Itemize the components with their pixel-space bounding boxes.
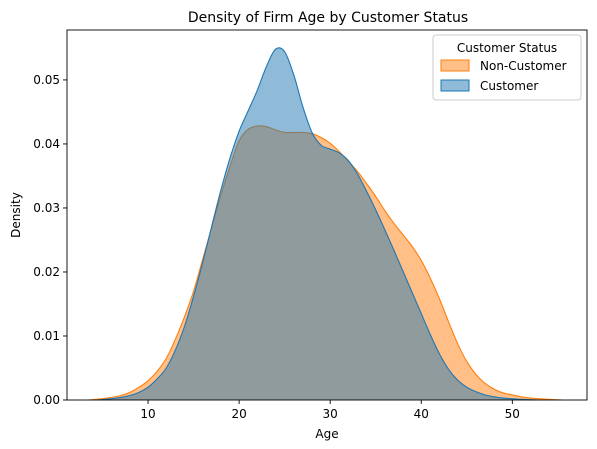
y-axis-label: Density	[9, 192, 23, 238]
legend-label-customer: Customer	[480, 79, 538, 93]
x-tick-label: 10	[140, 407, 155, 421]
x-tick-label: 20	[231, 407, 246, 421]
legend-title: Customer Status	[457, 41, 557, 55]
legend-label-non-customer: Non-Customer	[480, 59, 567, 73]
legend-box	[432, 34, 582, 101]
y-tick-label: 0.00	[33, 393, 60, 407]
y-tick-label: 0.04	[33, 137, 60, 151]
chart-title: Density of Firm Age by Customer Status	[188, 10, 468, 26]
y-tick-label: 0.02	[33, 265, 60, 279]
legend: Customer Status Non-Customer Customer	[432, 34, 582, 101]
plot-areas	[88, 47, 563, 401]
density-line-non-customer	[88, 125, 563, 401]
y-tick-label: 0.05	[33, 73, 60, 87]
density-line-customer	[97, 47, 538, 401]
x-tick-label: 50	[505, 407, 520, 421]
legend-swatch-non-customer	[440, 59, 470, 72]
x-tick-label: 40	[414, 407, 429, 421]
x-axis-label: Age	[315, 427, 338, 441]
y-tick-label: 0.03	[33, 201, 60, 215]
y-tick-label: 0.01	[33, 329, 60, 343]
x-axis-ticks: 10 20 30 40 50	[140, 400, 520, 421]
plot-frame	[66, 29, 588, 401]
density-area-customer	[97, 47, 538, 400]
x-tick-label: 30	[323, 407, 338, 421]
y-axis-ticks: 0.00 0.01 0.02 0.03 0.04 0.05	[33, 73, 67, 407]
legend-swatch-customer	[440, 79, 470, 92]
